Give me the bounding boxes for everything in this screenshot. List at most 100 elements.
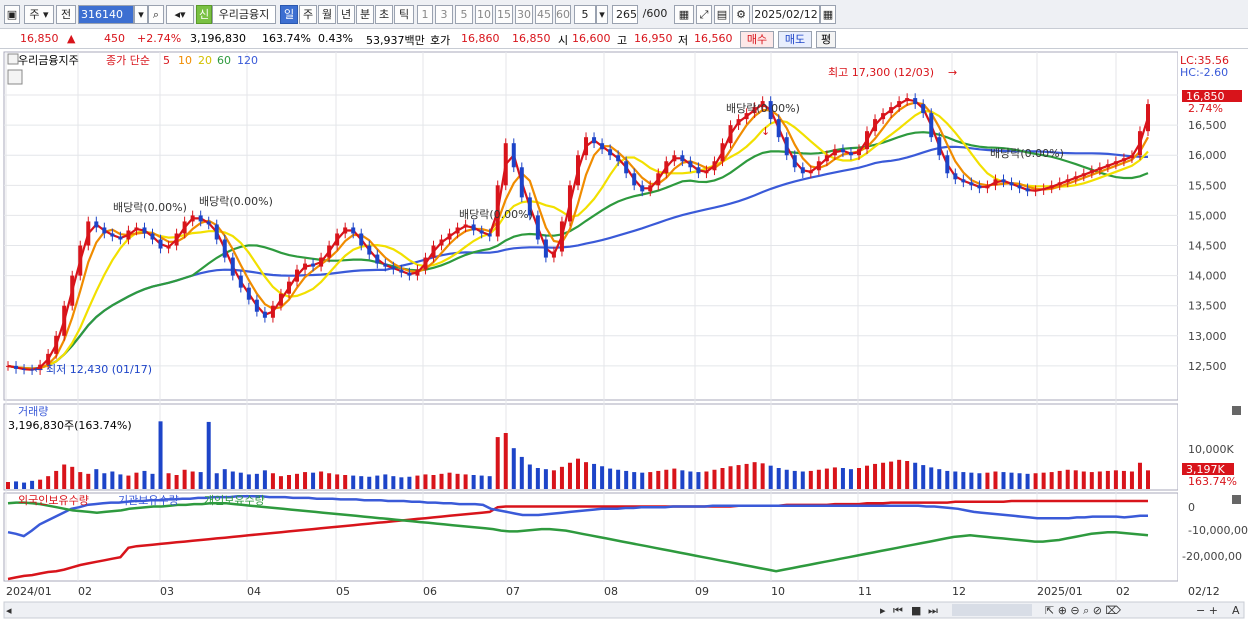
candle-body — [736, 119, 741, 126]
tab-period-day[interactable]: 일 — [280, 5, 298, 24]
candle-body — [166, 245, 171, 249]
volume-bar — [110, 471, 115, 489]
rewind-icon[interactable]: ⏮ — [893, 604, 903, 617]
holdings-close-icon[interactable] — [1232, 495, 1241, 504]
candle-body — [704, 170, 709, 174]
volume-bar — [656, 470, 661, 489]
panel-menu-icon[interactable] — [7, 53, 19, 65]
volume-bar — [190, 471, 195, 489]
volume-close-icon[interactable] — [1232, 406, 1241, 415]
scrollbar[interactable] — [3, 601, 1245, 619]
tab-period-week[interactable]: 주 — [299, 5, 317, 24]
layout-icon[interactable]: ▣ — [4, 5, 20, 24]
candle-body — [527, 197, 532, 216]
stock-chart[interactable]: 12,500 13,000 13,500 14,000 14,500 15,000 15,5… — [0, 49, 1248, 621]
avg-button[interactable]: 평 — [816, 31, 836, 48]
sell-button[interactable]: 매도 — [778, 31, 812, 48]
volume-bar — [736, 465, 741, 489]
interval-input[interactable]: 5 — [574, 5, 596, 24]
interval-5[interactable]: 5 — [455, 5, 473, 24]
interval-45[interactable]: 45 — [535, 5, 553, 24]
candle-body — [399, 269, 404, 273]
code-input[interactable]: 316140 — [78, 5, 134, 24]
volume-bar — [808, 470, 813, 489]
new-badge[interactable]: 신 — [196, 5, 212, 24]
font-size-icon[interactable]: A — [1232, 604, 1240, 617]
candle-body — [102, 227, 107, 234]
x-tick-label: 07 — [506, 585, 520, 598]
price-tick-label: 16,000 — [1188, 149, 1227, 162]
ma-20-label: 20 — [198, 54, 212, 67]
forward-icon[interactable]: ⏭ — [928, 604, 938, 617]
tab-period-minute[interactable]: 분 — [356, 5, 374, 24]
candle-body — [840, 149, 845, 153]
volume-bar — [150, 473, 155, 489]
scroll-thumb[interactable] — [952, 604, 1032, 616]
ma-60-label: 60 — [217, 54, 231, 67]
volume-bar — [214, 473, 219, 489]
volume-pct: 163.74% — [262, 32, 311, 45]
volume-bar — [158, 421, 163, 489]
calendar-icon[interactable]: ▦ — [820, 5, 836, 24]
search-icon[interactable]: ⌕ — [148, 5, 164, 24]
prev-button[interactable]: 전 — [56, 5, 76, 24]
candle-body — [367, 245, 372, 255]
x-tick-label: 02 — [1116, 585, 1130, 598]
interval-dropdown-icon[interactable]: ▾ — [596, 5, 608, 24]
candle-body — [824, 155, 829, 162]
draw-icon[interactable]: ⤢ — [696, 5, 712, 24]
volume-bar — [463, 474, 468, 489]
interval-10[interactable]: 10 — [475, 5, 493, 24]
candle-body — [190, 215, 195, 222]
candle-body — [768, 101, 773, 120]
volume-bar — [295, 473, 300, 489]
volume-bar — [1041, 472, 1046, 489]
last-price-tag — [1182, 90, 1242, 102]
interval-15[interactable]: 15 — [495, 5, 513, 24]
candle-body — [495, 185, 500, 237]
zoom-controls-icon[interactable]: − + — [1196, 604, 1218, 617]
date-input[interactable]: 2025/02/12 — [752, 5, 820, 24]
candle-body — [54, 335, 59, 354]
volume-bar — [383, 474, 388, 489]
table-icon[interactable] — [7, 69, 23, 85]
code-dropdown-icon[interactable]: ▾ — [134, 5, 148, 24]
volume-value: 3,196,830 — [190, 32, 246, 45]
volume-bar — [166, 473, 171, 489]
candle-body — [848, 152, 853, 156]
stop-icon[interactable]: ■ — [911, 604, 921, 617]
volume-bar — [230, 471, 235, 489]
volume-bar — [865, 465, 870, 489]
price-tick-label: 15,500 — [1188, 179, 1227, 192]
interval-3[interactable]: 3 — [435, 5, 453, 24]
scroll-right-icon[interactable]: ▸ — [880, 604, 886, 617]
type-select[interactable]: 주 ▾ — [24, 5, 54, 24]
candle-body — [696, 167, 701, 174]
gear-icon[interactable]: ⚙ — [732, 5, 750, 24]
interval-1[interactable]: 1 — [417, 5, 433, 24]
count-input[interactable]: 265 — [612, 5, 638, 24]
tab-period-tick[interactable]: 틱 — [394, 5, 414, 24]
volume-bar — [664, 469, 669, 489]
candle-body — [913, 98, 918, 105]
candle-body — [198, 215, 203, 222]
tab-period-second[interactable]: 초 — [375, 5, 393, 24]
chart-tools-icons[interactable]: ⇱ ⊕ ⊖ ⌕ ⊘ ⌦ — [1045, 604, 1122, 617]
sound-icon[interactable]: ◂▾ — [166, 5, 194, 24]
candle-body — [1057, 182, 1062, 186]
candle-body — [792, 155, 797, 168]
interval-60[interactable]: 60 — [555, 5, 571, 24]
save-icon[interactable]: ▤ — [714, 5, 730, 24]
candle-body — [551, 251, 556, 258]
tab-period-month[interactable]: 월 — [318, 5, 336, 24]
volume-bar — [270, 473, 275, 489]
indicator-icon[interactable]: ▦ — [674, 5, 694, 24]
interval-30[interactable]: 30 — [515, 5, 533, 24]
tab-period-year[interactable]: 년 — [337, 5, 355, 24]
candle-body — [856, 149, 861, 156]
scroll-left-icon[interactable]: ◂ — [6, 604, 12, 617]
buy-button[interactable]: 매수 — [740, 31, 774, 48]
candle-body — [38, 364, 43, 371]
volume-bar — [6, 482, 10, 489]
candle-body — [1105, 164, 1110, 168]
